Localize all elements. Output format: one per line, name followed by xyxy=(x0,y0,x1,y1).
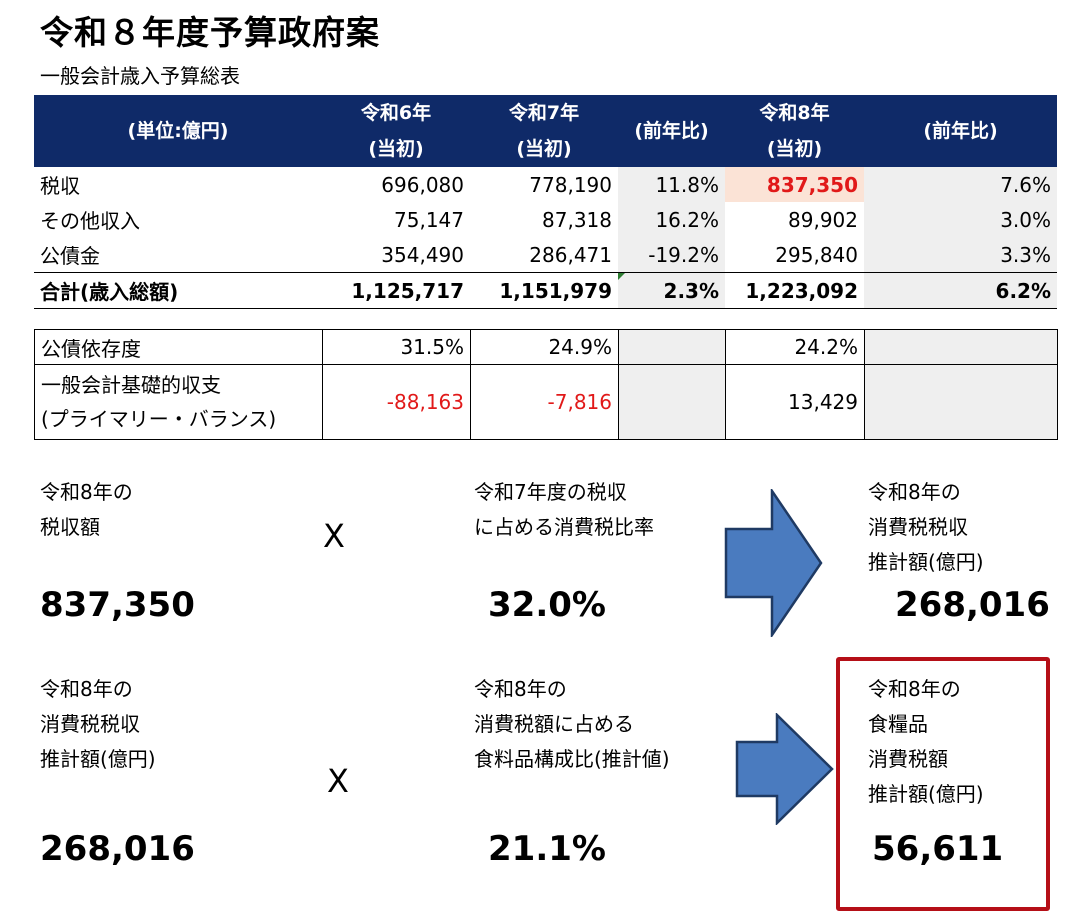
calc1-c-value: 268,016 xyxy=(895,585,1050,625)
calc1-b-label: 令和7年度の税収 に占める消費税比率 xyxy=(474,480,654,539)
table-row: その他収入 75,147 87,318 16.2% 89,902 3.0% xyxy=(34,202,1057,237)
row-label: その他収入 xyxy=(40,209,140,233)
table-row: 税収 696,080 778,190 11.8% 837,350 7.6% xyxy=(34,167,1057,202)
row-label: 一般会計基礎的収支 (プライマリー・バランス) xyxy=(34,364,323,440)
cell-empty xyxy=(864,329,1058,365)
calc2-b-label: 令和8年の 消費税額に占める 食料品構成比(推計値) xyxy=(474,677,670,771)
cell-yoy7: -19.2% xyxy=(618,237,725,273)
cell-r8: 13,429 xyxy=(725,364,865,440)
cell-r6: 31.5% xyxy=(322,329,471,365)
cell-marker xyxy=(618,273,625,280)
table-row: 公債依存度 31.5% 24.9% 24.2% xyxy=(34,329,1058,365)
cell-r7: 24.9% xyxy=(470,329,619,365)
calc2-a-label: 令和8年の 消費税税収 推計額(億円) xyxy=(40,677,156,771)
cell-yoy8: 3.0% xyxy=(864,202,1057,237)
cell-empty xyxy=(618,364,726,440)
calc2-c-value: 56,611 xyxy=(872,829,1004,869)
header-unit: (単位:億円) xyxy=(34,95,322,167)
cell-yoy8: 3.3% xyxy=(864,237,1057,273)
row-label: 公債依存度 xyxy=(34,329,323,365)
calc2-b-value: 21.1% xyxy=(488,829,606,869)
calc1-c-label: 令和8年の 消費税税収 推計額(億円) xyxy=(868,480,984,574)
right-arrow-icon xyxy=(724,489,823,637)
highlight-box xyxy=(836,657,1050,911)
row-label: 税収 xyxy=(40,174,80,198)
cell-r8: 89,902 xyxy=(788,207,858,232)
cell-r7: 1,151,979 xyxy=(470,272,618,309)
cell-yoy7: 11.8% xyxy=(618,167,725,202)
cell-empty xyxy=(618,329,726,365)
cell-empty xyxy=(864,364,1058,440)
cell-r7: -7,816 xyxy=(470,364,619,440)
cell-r6: 75,147 xyxy=(394,207,464,232)
row-label: 公債金 xyxy=(40,244,100,268)
table-row: 一般会計基礎的収支 (プライマリー・バランス) -88,163 -7,816 13… xyxy=(34,364,1058,440)
cell-yoy8: 6.2% xyxy=(864,272,1057,309)
calc2-a-value: 268,016 xyxy=(40,829,195,869)
row-label: 合計(歳入総額) xyxy=(34,272,322,309)
cell-r7: 286,471 xyxy=(529,242,612,267)
cell-r7: 87,318 xyxy=(542,207,612,232)
cell-r6: 696,080 xyxy=(381,172,464,197)
calc1-a-value: 837,350 xyxy=(40,585,195,625)
page-title: 令和８年度予算政府案 xyxy=(40,13,380,52)
header-yoy8: (前年比) xyxy=(864,95,1057,167)
header-r6: 令和6年 (当初) xyxy=(322,95,470,167)
calc2-c-label: 令和8年の 食糧品 消費税額 推計額(億円) xyxy=(868,677,984,806)
right-arrow-icon xyxy=(735,713,834,825)
cell-yoy7: 16.2% xyxy=(618,202,725,237)
table-header-row: (単位:億円) 令和6年 (当初) 令和7年 (当初) (前年比) 令和8年 (当初)… xyxy=(34,95,1057,167)
header-yoy7: (前年比) xyxy=(618,95,725,167)
cell-r6: 354,490 xyxy=(381,242,464,267)
cell-r7: 778,190 xyxy=(529,172,612,197)
table-row-total: 合計(歳入総額) 1,125,717 1,151,979 2.3% 1,223,… xyxy=(34,272,1057,309)
cell-r8: 1,223,092 xyxy=(725,272,864,309)
multiply-sign: X xyxy=(323,517,345,555)
cell-yoy8: 7.6% xyxy=(864,167,1057,202)
cell-r8-highlight: 837,350 xyxy=(725,167,864,202)
header-r8: 令和8年 (当初) xyxy=(725,95,864,167)
cell-r8: 24.2% xyxy=(725,329,865,365)
indicator-table: 公債依存度 31.5% 24.9% 24.2% 一般会計基礎的収支 (プライマリー… xyxy=(34,329,1058,440)
multiply-sign: X xyxy=(327,762,349,800)
revenue-table: (単位:億円) 令和6年 (当初) 令和7年 (当初) (前年比) 令和8年 (当初)… xyxy=(34,95,1057,309)
cell-r6: -88,163 xyxy=(322,364,471,440)
header-r7: 令和7年 (当初) xyxy=(470,95,618,167)
table-row: 公債金 354,490 286,471 -19.2% 295,840 3.3% xyxy=(34,237,1057,273)
cell-r8: 295,840 xyxy=(775,242,858,267)
cell-r6: 1,125,717 xyxy=(322,272,470,309)
calc1-b-value: 32.0% xyxy=(488,585,606,625)
cell-yoy7: 2.3% xyxy=(618,272,725,309)
page-subtitle: 一般会計歳入予算総表 xyxy=(40,64,240,88)
calc1-a-label: 令和8年の 税収額 xyxy=(40,480,133,539)
